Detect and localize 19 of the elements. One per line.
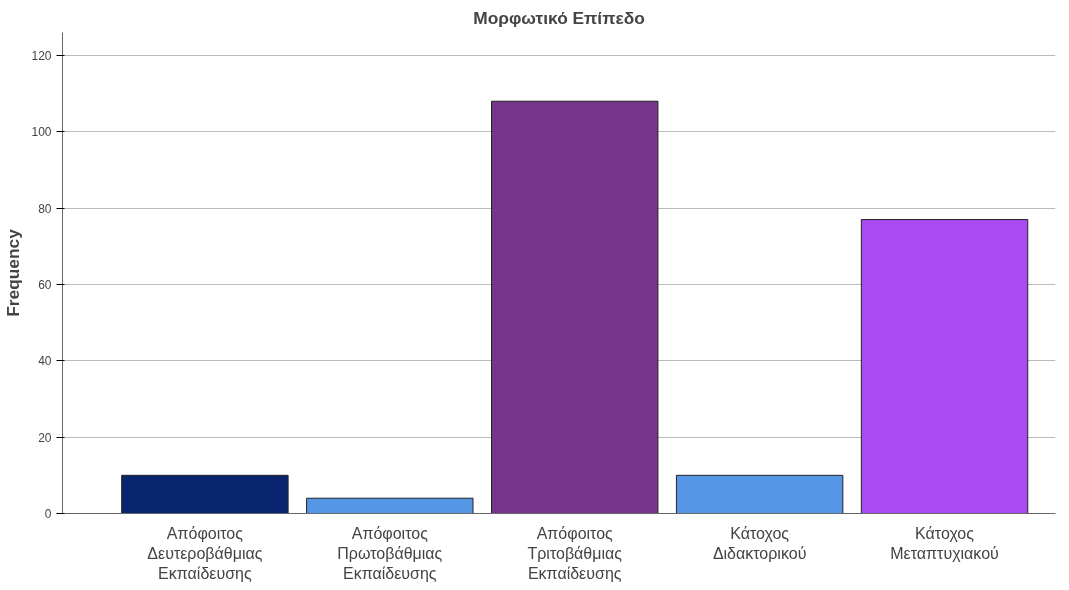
- x-tick-label: Απόφοιτος Τριτοβάθμιας Εκπαίδευσης: [527, 524, 623, 583]
- y-tick-label: 100: [31, 125, 52, 140]
- bar: [491, 100, 659, 514]
- x-tick-label: Κάτοχος Μεταπτυχιακού: [890, 524, 999, 562]
- y-tick-label: 60: [38, 277, 52, 292]
- y-tick-label: 120: [31, 48, 52, 63]
- x-tick-label: Απόφοιτος Δευτεροβάθμιας Εκπαίδευσης: [147, 524, 263, 583]
- bar: [675, 474, 844, 514]
- bar: [860, 219, 1029, 514]
- y-axis-title: Frequency: [3, 228, 24, 317]
- y-tick-label: 80: [38, 201, 52, 216]
- y-tick-label: 0: [44, 507, 52, 521]
- x-tick-label: Κάτοχος Διδακτορικού: [712, 524, 807, 562]
- chart-title: Μορφωτικό Επίπεδο: [473, 7, 645, 28]
- y-tick-label: 20: [38, 430, 52, 445]
- x-tick-label: Απόφοιτος Πρωτοβάθμιας Εκπαίδευσης: [337, 524, 443, 583]
- y-tick-label: 40: [38, 354, 52, 369]
- bar: [121, 474, 289, 514]
- bar: [306, 497, 474, 514]
